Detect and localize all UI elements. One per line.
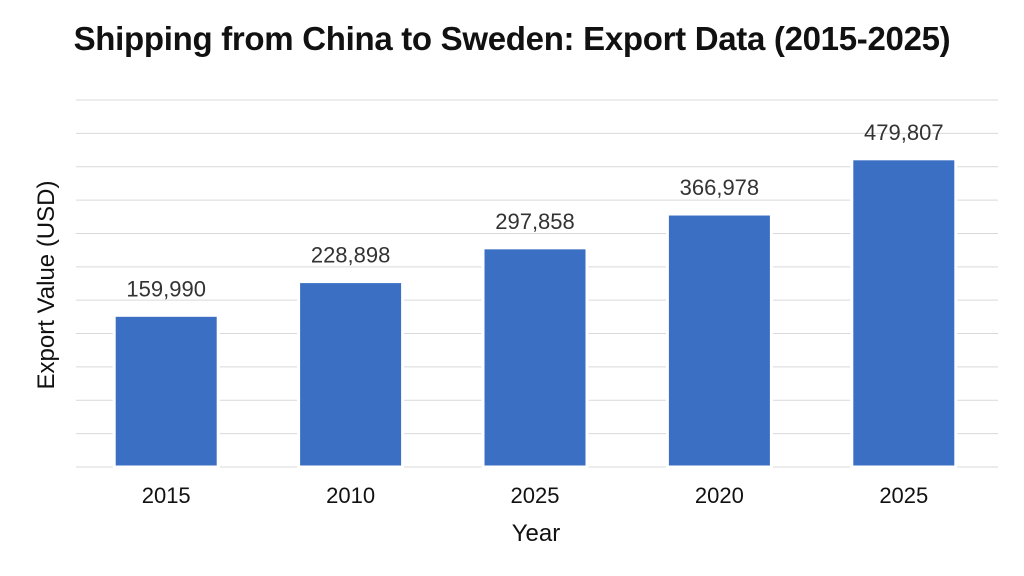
x-tick-label: 2025 (511, 483, 560, 508)
bar-2025-2 (481, 246, 589, 469)
chart-title: Shipping from China to Sweden: Export Da… (73, 20, 951, 57)
x-tick-label: 2020 (695, 483, 744, 508)
bar-2010-1 (297, 280, 405, 469)
bar-2015-0 (112, 313, 220, 469)
bar-value-label: 228,898 (311, 243, 391, 268)
x-tick-label: 2015 (142, 483, 191, 508)
bar-value-label: 366,978 (680, 175, 760, 200)
value-labels: 159,990 228,898 297,858 366,978 479,807 (126, 120, 943, 301)
bar-value-label: 479,807 (864, 120, 944, 145)
bar-2020-3 (665, 212, 773, 469)
x-tick-labels: 2015 2010 2025 2020 2025 (142, 483, 929, 508)
bar-value-label: 297,858 (495, 209, 575, 234)
y-axis-title: Export Value (USD) (33, 181, 60, 390)
x-tick-label: 2010 (326, 483, 375, 508)
x-axis-title: Year (512, 520, 561, 547)
bar-value-label: 159,990 (126, 276, 206, 301)
x-tick-label: 2025 (879, 483, 928, 508)
bars (112, 157, 958, 469)
bar-2025-4 (850, 157, 958, 469)
